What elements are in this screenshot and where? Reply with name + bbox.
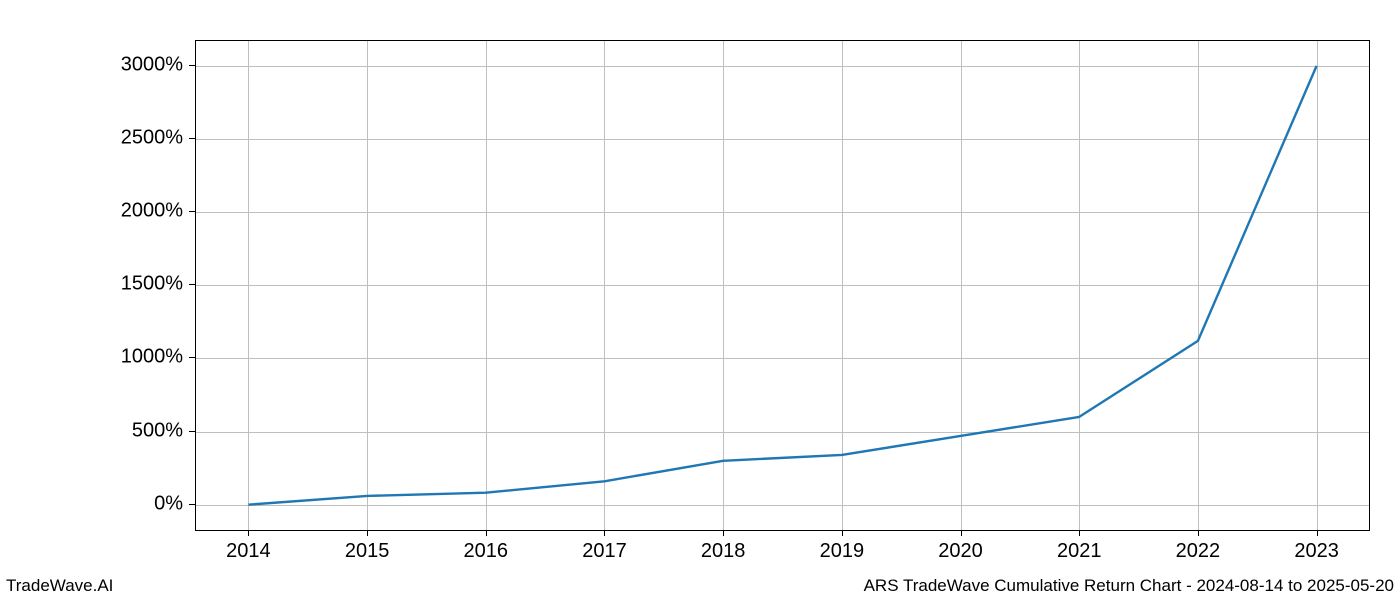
- y-tick-label: 2000%: [121, 200, 183, 223]
- x-tick: [604, 530, 605, 536]
- x-tick: [842, 530, 843, 536]
- y-tick: [189, 357, 195, 358]
- x-tick-label: 2020: [938, 540, 983, 563]
- footer-left-text: TradeWave.AI: [6, 576, 113, 596]
- series-line: [248, 66, 1316, 505]
- x-tick: [723, 530, 724, 536]
- x-tick: [1317, 530, 1318, 536]
- x-tick: [1079, 530, 1080, 536]
- y-axis-spine: [195, 40, 196, 530]
- y-tick-label: 500%: [132, 419, 183, 442]
- y-tick: [189, 138, 195, 139]
- y-tick-label: 2500%: [121, 127, 183, 150]
- x-tick: [248, 530, 249, 536]
- x-tick-label: 2016: [464, 540, 509, 563]
- y-tick-label: 1500%: [121, 273, 183, 296]
- y-tick: [189, 284, 195, 285]
- x-tick-label: 2015: [345, 540, 390, 563]
- y-tick-label: 0%: [154, 492, 183, 515]
- x-tick-label: 2021: [1057, 540, 1102, 563]
- y-tick-label: 3000%: [121, 53, 183, 76]
- y-tick-label: 1000%: [121, 346, 183, 369]
- x-tick-label: 2019: [820, 540, 865, 563]
- line-layer: [195, 41, 1370, 531]
- footer-right-text: ARS TradeWave Cumulative Return Chart - …: [864, 576, 1394, 596]
- x-tick-label: 2023: [1294, 540, 1339, 563]
- x-tick: [367, 530, 368, 536]
- y-tick: [189, 431, 195, 432]
- y-tick: [189, 504, 195, 505]
- plot-area: [195, 40, 1370, 530]
- x-tick: [486, 530, 487, 536]
- x-tick-label: 2022: [1176, 540, 1221, 563]
- x-tick: [961, 530, 962, 536]
- x-axis-spine: [195, 530, 1370, 531]
- x-tick-label: 2018: [701, 540, 746, 563]
- y-tick: [189, 211, 195, 212]
- chart-container: 2014 2015 2016 2017 2018 2019 2020 2021 2022 2023…: [0, 0, 1400, 600]
- x-tick-label: 2014: [226, 540, 271, 563]
- y-tick: [189, 65, 195, 66]
- x-tick: [1198, 530, 1199, 536]
- x-tick-label: 2017: [582, 540, 627, 563]
